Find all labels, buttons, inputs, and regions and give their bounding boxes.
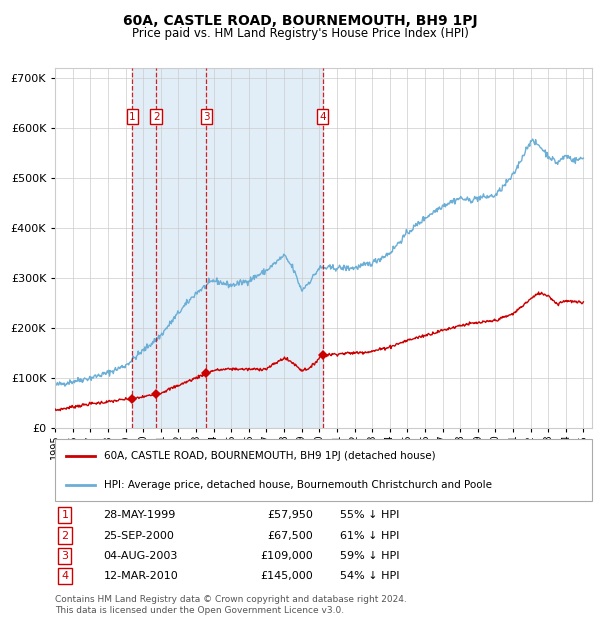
Text: 25-SEP-2000: 25-SEP-2000 (104, 531, 175, 541)
Text: 3: 3 (61, 551, 68, 560)
Text: 2: 2 (61, 531, 68, 541)
Text: 61% ↓ HPI: 61% ↓ HPI (340, 531, 399, 541)
Text: 55% ↓ HPI: 55% ↓ HPI (340, 510, 399, 520)
Text: £109,000: £109,000 (260, 551, 313, 560)
Text: Contains HM Land Registry data © Crown copyright and database right 2024.: Contains HM Land Registry data © Crown c… (55, 595, 407, 604)
Text: £145,000: £145,000 (260, 571, 313, 581)
Text: 28-MAY-1999: 28-MAY-1999 (104, 510, 176, 520)
Text: 12-MAR-2010: 12-MAR-2010 (104, 571, 178, 581)
Text: 60A, CASTLE ROAD, BOURNEMOUTH, BH9 1PJ: 60A, CASTLE ROAD, BOURNEMOUTH, BH9 1PJ (122, 14, 478, 28)
Text: HPI: Average price, detached house, Bournemouth Christchurch and Poole: HPI: Average price, detached house, Bour… (104, 480, 491, 490)
Bar (133, 68, 323, 428)
Text: Price paid vs. HM Land Registry's House Price Index (HPI): Price paid vs. HM Land Registry's House … (131, 27, 469, 40)
Text: 59% ↓ HPI: 59% ↓ HPI (340, 551, 400, 560)
Text: 54% ↓ HPI: 54% ↓ HPI (340, 571, 400, 581)
Text: £67,500: £67,500 (267, 531, 313, 541)
Text: 60A, CASTLE ROAD, BOURNEMOUTH, BH9 1PJ (detached house): 60A, CASTLE ROAD, BOURNEMOUTH, BH9 1PJ (… (104, 451, 435, 461)
FancyBboxPatch shape (55, 439, 592, 501)
Text: 4: 4 (61, 571, 68, 581)
Text: 04-AUG-2003: 04-AUG-2003 (104, 551, 178, 560)
Text: This data is licensed under the Open Government Licence v3.0.: This data is licensed under the Open Gov… (55, 606, 344, 616)
Text: 4: 4 (319, 112, 326, 122)
Text: £57,950: £57,950 (267, 510, 313, 520)
Text: 1: 1 (129, 112, 136, 122)
Text: 2: 2 (153, 112, 160, 122)
Text: 3: 3 (203, 112, 210, 122)
Text: 1: 1 (61, 510, 68, 520)
